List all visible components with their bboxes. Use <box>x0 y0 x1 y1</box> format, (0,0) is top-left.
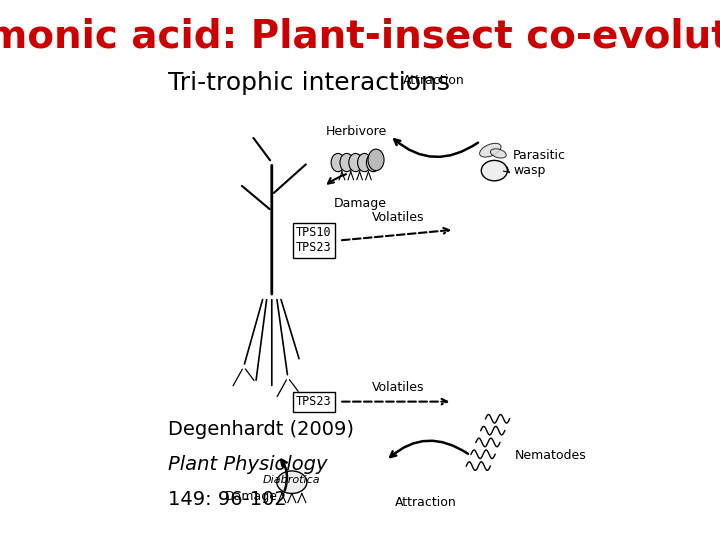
Circle shape <box>331 153 345 172</box>
Text: Herbivore: Herbivore <box>326 125 387 138</box>
Text: Plant Physiology: Plant Physiology <box>168 455 327 474</box>
Circle shape <box>358 153 372 172</box>
Text: Tri-trophic interactions: Tri-trophic interactions <box>168 71 449 95</box>
Ellipse shape <box>480 143 501 157</box>
Circle shape <box>340 153 354 172</box>
Circle shape <box>348 153 362 172</box>
Circle shape <box>368 149 384 171</box>
Text: 149: 96-102: 149: 96-102 <box>168 490 287 509</box>
Ellipse shape <box>481 160 508 181</box>
Text: Attraction: Attraction <box>395 496 457 509</box>
Ellipse shape <box>490 149 506 158</box>
Text: Jasmonic acid: Plant-insect co-evolution: Jasmonic acid: Plant-insect co-evolution <box>0 17 720 56</box>
Circle shape <box>366 153 380 172</box>
Text: Damage: Damage <box>333 198 387 211</box>
Text: Nematodes: Nematodes <box>514 449 586 462</box>
Text: Volatiles: Volatiles <box>372 381 424 394</box>
Text: TPS10
TPS23: TPS10 TPS23 <box>296 226 332 254</box>
Text: Damage: Damage <box>225 490 278 503</box>
Text: TPS23: TPS23 <box>296 395 332 408</box>
Text: Parasitic
wasp: Parasitic wasp <box>513 148 566 177</box>
Text: Degenhardt (2009): Degenhardt (2009) <box>168 421 354 440</box>
Text: Volatiles: Volatiles <box>372 211 424 224</box>
Text: Diabrotica: Diabrotica <box>263 475 320 484</box>
Ellipse shape <box>276 471 307 494</box>
Text: Attraction: Attraction <box>403 75 465 87</box>
